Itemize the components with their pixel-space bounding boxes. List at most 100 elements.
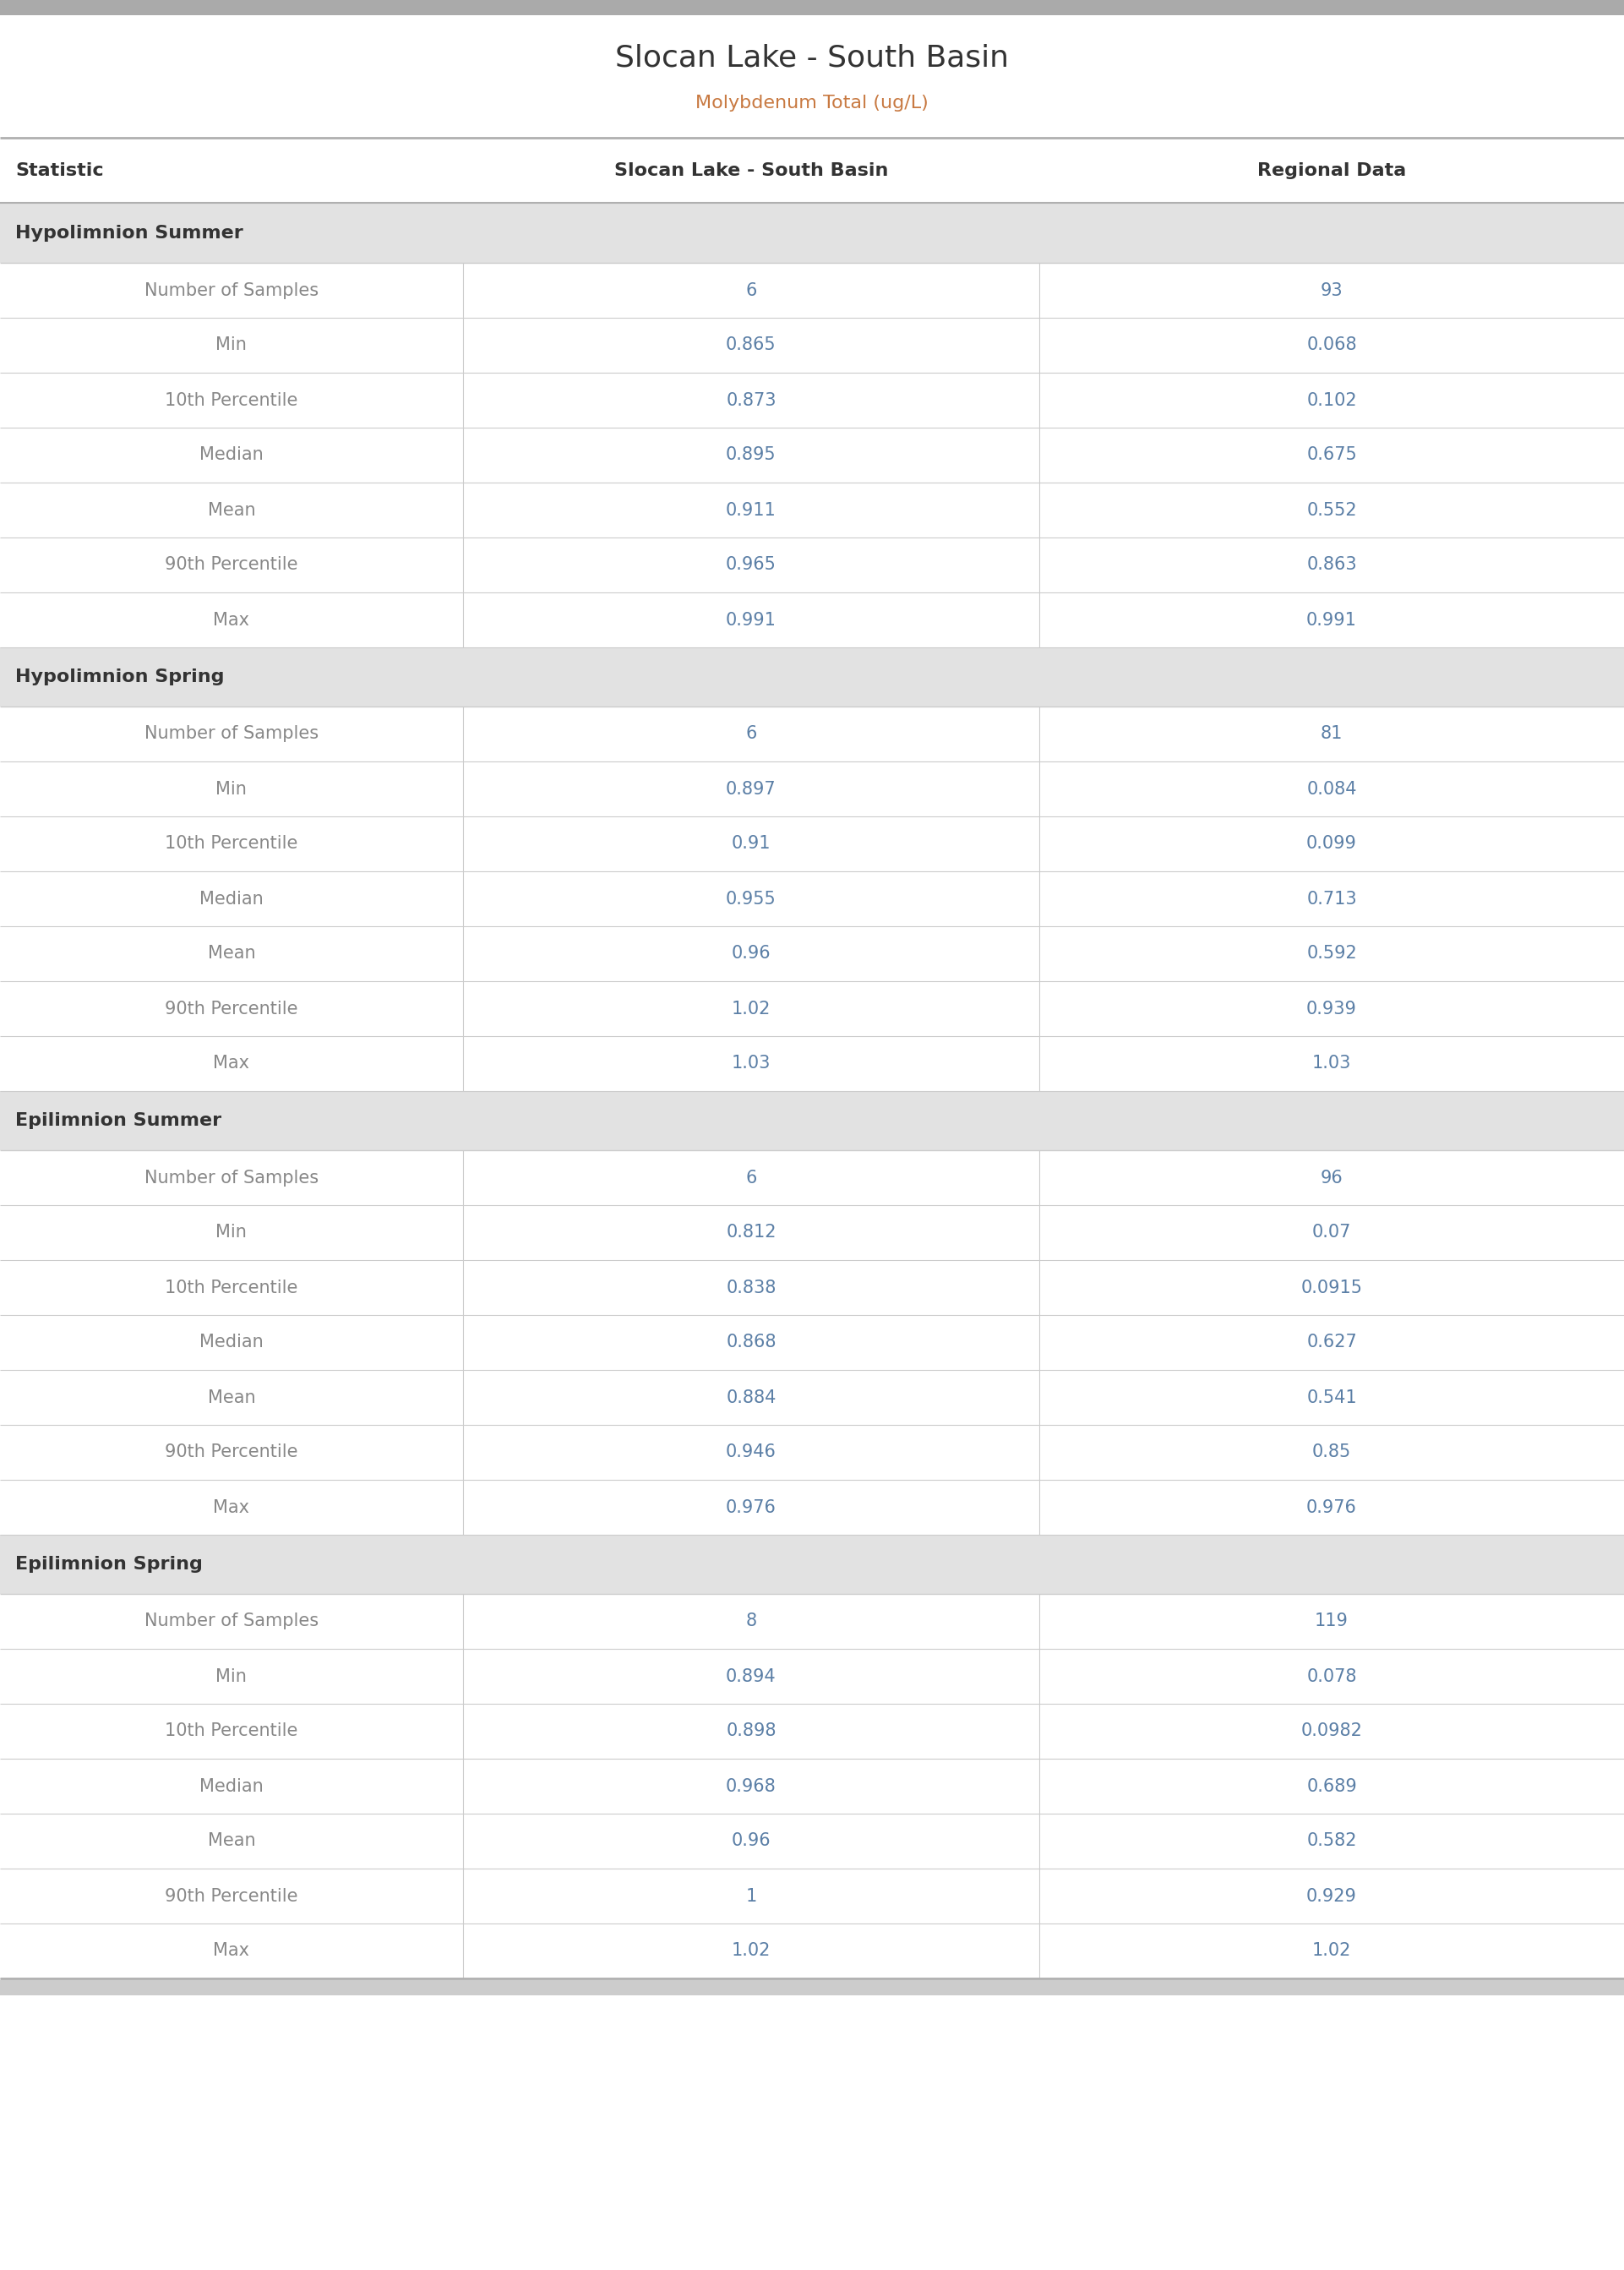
- Bar: [0, 1480, 1624, 1535]
- Text: 0.084: 0.084: [1307, 781, 1356, 797]
- Text: 0.873: 0.873: [726, 393, 776, 409]
- Text: 90th Percentile: 90th Percentile: [166, 556, 297, 574]
- Text: Number of Samples: Number of Samples: [145, 1169, 318, 1187]
- Text: 8: 8: [745, 1614, 757, 1630]
- Bar: [0, 318, 1624, 372]
- Bar: [0, 1648, 1624, 1705]
- Text: 0.976: 0.976: [726, 1498, 776, 1516]
- Text: 0.991: 0.991: [726, 611, 776, 629]
- Bar: [0, 1092, 1624, 1151]
- Text: 0.863: 0.863: [1306, 556, 1358, 574]
- Text: 90th Percentile: 90th Percentile: [166, 1001, 297, 1017]
- Text: 90th Percentile: 90th Percentile: [166, 1889, 297, 1905]
- Text: 0.592: 0.592: [1306, 944, 1358, 962]
- Text: Min: Min: [216, 1224, 247, 1242]
- Bar: [0, 1705, 1624, 1759]
- Text: 0.07: 0.07: [1312, 1224, 1351, 1242]
- Text: Median: Median: [200, 890, 263, 908]
- Text: Median: Median: [200, 1777, 263, 1796]
- Bar: [0, 1814, 1624, 1868]
- Text: Min: Min: [216, 1668, 247, 1684]
- Bar: [0, 592, 1624, 647]
- Text: 0.96: 0.96: [731, 944, 771, 962]
- Bar: [0, 1314, 1624, 1369]
- Bar: [0, 1535, 1624, 1594]
- Text: 0.91: 0.91: [731, 835, 771, 851]
- Text: 0.965: 0.965: [726, 556, 776, 574]
- Text: 0.898: 0.898: [726, 1723, 776, 1739]
- Text: Regional Data: Regional Data: [1257, 163, 1406, 179]
- Text: Number of Samples: Number of Samples: [145, 281, 318, 300]
- Text: 0.102: 0.102: [1306, 393, 1358, 409]
- Text: 1.02: 1.02: [731, 1943, 771, 1959]
- Text: 0.675: 0.675: [1306, 447, 1358, 463]
- Text: 0.099: 0.099: [1306, 835, 1358, 851]
- Text: 0.894: 0.894: [726, 1668, 776, 1684]
- Text: Median: Median: [200, 447, 263, 463]
- Text: Mean: Mean: [208, 1389, 255, 1405]
- Text: Slocan Lake - South Basin: Slocan Lake - South Basin: [614, 163, 888, 179]
- Text: Number of Samples: Number of Samples: [145, 726, 318, 742]
- Text: Mean: Mean: [208, 502, 255, 518]
- Text: 10th Percentile: 10th Percentile: [166, 393, 297, 409]
- Text: Epilimnion Spring: Epilimnion Spring: [15, 1555, 203, 1573]
- Bar: [0, 1260, 1624, 1314]
- Text: Statistic: Statistic: [15, 163, 104, 179]
- Text: 0.991: 0.991: [1306, 611, 1358, 629]
- Bar: [0, 484, 1624, 538]
- Text: 6: 6: [745, 726, 757, 742]
- Text: 93: 93: [1320, 281, 1343, 300]
- Text: 0.0915: 0.0915: [1301, 1278, 1363, 1296]
- Bar: [0, 1151, 1624, 1205]
- Text: Max: Max: [213, 1943, 250, 1959]
- Text: 1.03: 1.03: [1312, 1056, 1351, 1071]
- Text: 0.955: 0.955: [726, 890, 776, 908]
- Text: 0.929: 0.929: [1306, 1889, 1358, 1905]
- Text: 6: 6: [745, 1169, 757, 1187]
- Text: 0.552: 0.552: [1306, 502, 1358, 518]
- Text: Min: Min: [216, 336, 247, 354]
- Text: 0.939: 0.939: [1306, 1001, 1358, 1017]
- Text: Max: Max: [213, 611, 250, 629]
- Bar: [0, 817, 1624, 872]
- Bar: [0, 1369, 1624, 1426]
- Text: 0.911: 0.911: [726, 502, 776, 518]
- Text: 0.812: 0.812: [726, 1224, 776, 1242]
- Bar: [0, 0, 1624, 16]
- Text: Molybdenum Total (ug/L): Molybdenum Total (ug/L): [695, 95, 929, 111]
- Text: Median: Median: [200, 1335, 263, 1351]
- Text: 1.03: 1.03: [731, 1056, 771, 1071]
- Bar: [0, 926, 1624, 981]
- Text: 0.85: 0.85: [1312, 1444, 1351, 1462]
- Text: 10th Percentile: 10th Percentile: [166, 1278, 297, 1296]
- Text: 0.838: 0.838: [726, 1278, 776, 1296]
- Text: 0.946: 0.946: [726, 1444, 776, 1462]
- Text: 0.068: 0.068: [1306, 336, 1358, 354]
- Text: 90th Percentile: 90th Percentile: [166, 1444, 297, 1462]
- Bar: [0, 372, 1624, 427]
- Text: 1: 1: [745, 1889, 757, 1905]
- Bar: [0, 760, 1624, 817]
- Text: 0.582: 0.582: [1307, 1832, 1356, 1850]
- Bar: [0, 427, 1624, 484]
- Bar: [0, 706, 1624, 760]
- Text: 0.968: 0.968: [726, 1777, 776, 1796]
- Text: 0.976: 0.976: [1306, 1498, 1358, 1516]
- Text: 0.897: 0.897: [726, 781, 776, 797]
- Text: 0.868: 0.868: [726, 1335, 776, 1351]
- Text: Min: Min: [216, 781, 247, 797]
- Text: 0.0982: 0.0982: [1301, 1723, 1363, 1739]
- Text: 6: 6: [745, 281, 757, 300]
- Text: Mean: Mean: [208, 944, 255, 962]
- Bar: [0, 538, 1624, 592]
- Bar: [0, 872, 1624, 926]
- Text: 0.541: 0.541: [1306, 1389, 1358, 1405]
- Bar: [0, 647, 1624, 706]
- Bar: [0, 1923, 1624, 1979]
- Bar: [0, 16, 1624, 138]
- Text: 10th Percentile: 10th Percentile: [166, 1723, 297, 1739]
- Bar: [0, 204, 1624, 263]
- Text: Mean: Mean: [208, 1832, 255, 1850]
- Text: Hypolimnion Spring: Hypolimnion Spring: [15, 667, 224, 686]
- Text: Slocan Lake - South Basin: Slocan Lake - South Basin: [615, 43, 1009, 73]
